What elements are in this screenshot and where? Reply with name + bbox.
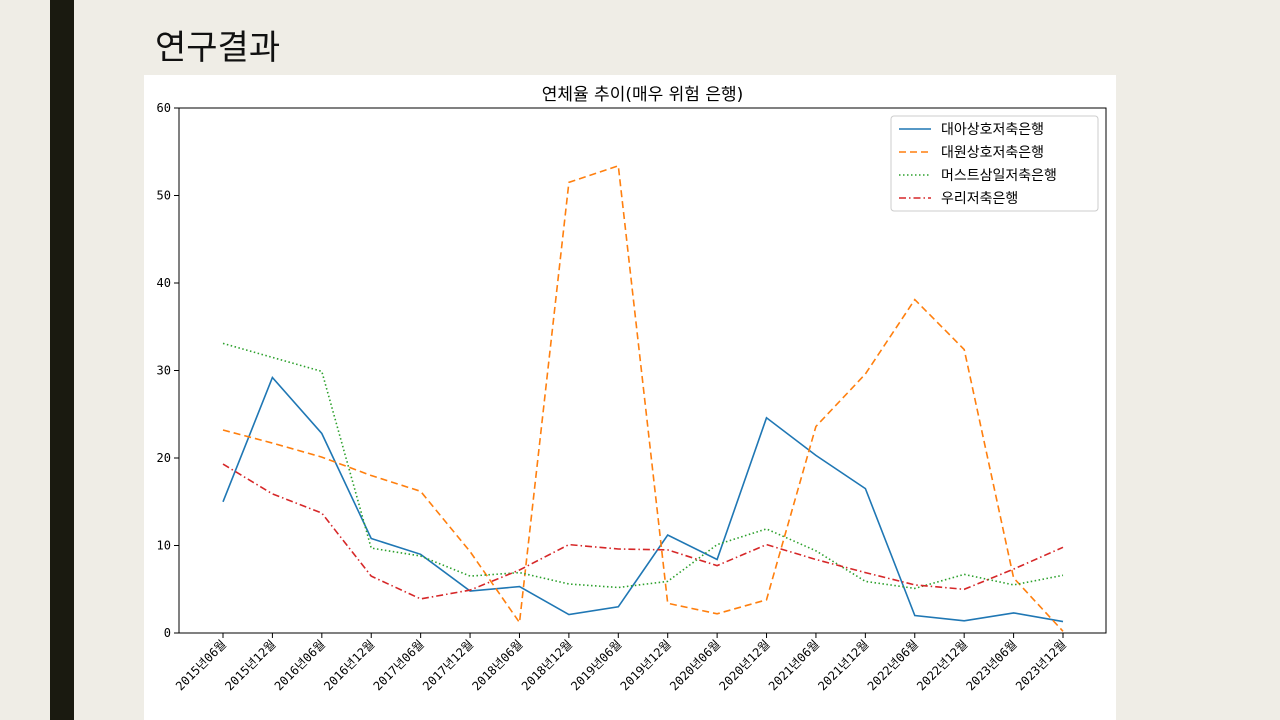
legend-label: 머스트삼일저축은행 (941, 168, 1057, 184)
x-tick-label: 2016년12월 (321, 637, 377, 693)
x-tick-label: 2022년12월 (914, 637, 970, 693)
legend (890, 115, 1099, 212)
y-tick-label: 10 (157, 539, 171, 553)
x-tick-label: 2016년06월 (272, 637, 328, 693)
x-tick-label: 2019년12월 (618, 637, 674, 693)
x-tick-label: 2019년06월 (568, 637, 624, 693)
y-tick-label: 40 (157, 276, 171, 290)
legend-label: 대아상호저축은행 (941, 122, 1044, 138)
series-line-1 (222, 375, 1064, 623)
x-tick-label: 2020년06월 (667, 637, 723, 693)
x-tick-label: 2018년12월 (519, 637, 575, 693)
series-line-4 (222, 463, 1064, 600)
x-tick-label: 2023년06월 (964, 637, 1020, 693)
x-tick-label: 2015년12월 (222, 637, 278, 693)
y-tick-label: 0 (164, 626, 171, 640)
x-tick-label: 2017년12월 (420, 637, 476, 693)
legend-label: 우리저축은행 (941, 191, 1018, 207)
x-tick-label: 2021년12월 (815, 637, 871, 693)
x-tick-label: 2018년06월 (469, 637, 525, 693)
y-tick-label: 60 (157, 101, 171, 115)
legend-label: 대원상호저축은행 (941, 145, 1044, 161)
left-accent-bar (50, 0, 74, 720)
x-tick-label: 2023년12월 (1013, 637, 1069, 693)
y-tick-label: 20 (157, 451, 171, 465)
x-tick-label: 2021년06월 (766, 637, 822, 693)
x-tick-label: 2015년06월 (173, 637, 229, 693)
y-tick-label: 50 (157, 189, 171, 203)
chart-title: 연체율 추이(매우 위험 은행) (542, 85, 744, 105)
x-tick-label: 2022년06월 (865, 637, 921, 693)
y-tick-label: 30 (157, 364, 171, 378)
line-chart: 연체율 추이(매우 위험 은행) 01020304050602015년06월20… (157, 85, 1107, 693)
slide-title: 연구결과 (155, 28, 281, 68)
x-tick-label: 2017년06월 (371, 637, 427, 693)
chart-panel: 연체율 추이(매우 위험 은행) 0 10 20 30 40 50 60 2015년06월 20… (144, 75, 1116, 720)
x-tick-label: 2020년12월 (716, 637, 772, 693)
series-line-2 (222, 164, 1064, 632)
